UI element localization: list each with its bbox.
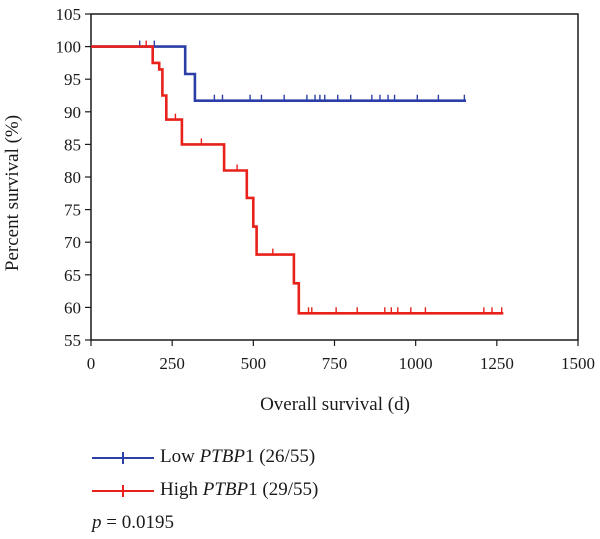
y-tick-label: 65 [64,266,81,285]
p-value-annotation: p = 0.0195 [92,512,174,533]
y-tick-label: 95 [64,70,81,89]
y-tick-label: 80 [64,168,81,187]
y-tick-label: 100 [56,38,82,57]
x-tick-label: 750 [322,354,348,373]
legend-tick-low [122,451,124,464]
x-tick-label: 1250 [480,354,514,373]
chart-axes: 55 60 65 70 75 80 85 90 95 100 105 0 250 500 750 1000 12… [56,5,596,373]
legend-swatch-high [92,480,154,502]
legend-label-low: Low PTBP1 (26/55) [160,446,316,467]
x-axis-title: Overall survival (d) [260,394,410,415]
legend-item-low: Low PTBP1 (26/55) [92,446,315,469]
x-tick-label: 500 [241,354,267,373]
legend-label-high: High PTBP1 (29/55) [160,479,319,500]
x-tick-label: 1000 [399,354,433,373]
y-axis-title: Percent survival (%) [2,115,23,271]
y-tick-label: 105 [56,5,82,24]
x-tick-label: 0 [87,354,96,373]
survival-line-low [91,45,466,102]
chart-series [91,40,504,315]
y-tick-label: 70 [64,233,81,252]
y-tick-label: 75 [64,201,81,220]
legend-item-high: High PTBP1 (29/55) [92,479,318,502]
x-tick-label: 250 [159,354,185,373]
y-tick-label: 85 [64,135,81,154]
y-tick-label: 90 [64,103,81,122]
legend-swatch-low [92,447,154,469]
survival-line-high [91,45,504,315]
y-tick-label: 55 [64,331,81,350]
y-tick-label: 60 [64,298,81,317]
plot-frame [90,13,579,341]
legend-tick-high [122,484,124,497]
survival-chart: 55 60 65 70 75 80 85 90 95 100 105 0 250 500 750 1000 12… [2,5,596,415]
x-tick-label: 1500 [561,354,595,373]
